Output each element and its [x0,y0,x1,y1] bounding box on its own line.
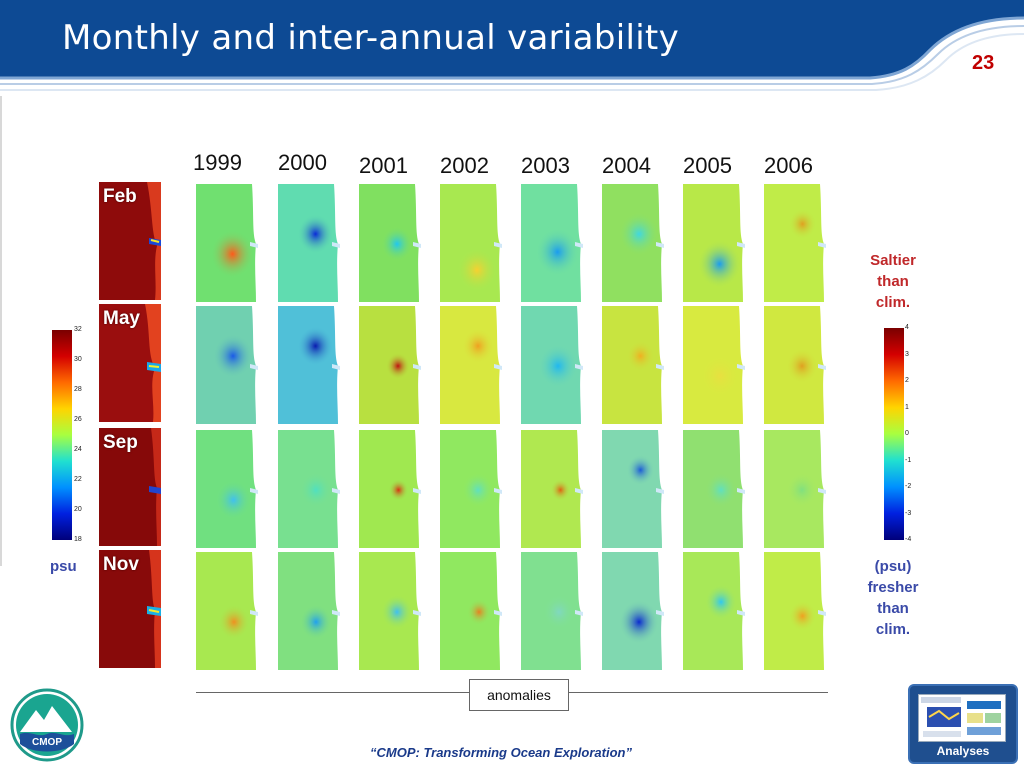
anomaly-map-may-2005 [683,306,745,424]
fresher-label-line4: clim. [875,621,911,638]
anomaly-colorbar-tick: -4 [905,536,912,543]
anomalies-bracket-left [196,692,469,693]
analyses-button[interactable]: Analyses [908,684,1018,764]
anomaly-map-feb-1999 [196,184,258,302]
anomaly-colorbar-tick: 0 [905,430,909,437]
anomaly-map-feb-2005 [683,184,745,302]
year-label-1999: 1999 [193,150,242,175]
anomaly-map-nov-2005 [683,552,745,670]
fresher-label-line3: than [877,600,909,617]
anomalies-bracket-right [567,692,828,693]
salinity-colorbar-tick: 32 [74,326,82,333]
analyses-thumbnail [918,694,1006,742]
anomaly-map-feb-2001 [359,184,421,302]
climatology-map-nov-image [99,550,161,668]
slide-header: Monthly and inter-annual variability 23 [0,0,1024,96]
year-label-2003: 2003 [521,153,570,178]
anomaly-map-feb-2004 [602,184,664,302]
climatology-map-sep-image [99,428,161,546]
saltier-label: Saltier than clim. [858,250,928,313]
anomaly-map-nov-2006 [764,552,826,670]
anomaly-map-feb-2000 [278,184,340,302]
anomaly-map-nov-1999 [196,552,258,670]
salinity-colorbar-tick: 22 [74,476,82,483]
anomaly-map-may-2003 [521,306,583,424]
month-label-may: May [103,308,140,329]
saltier-label-line2: than [877,273,909,290]
cmop-logo-text: CMOP [32,737,62,748]
anomaly-map-may-1999 [196,306,258,424]
anomaly-map-feb-2006 [764,184,826,302]
year-label-2000: 2000 [278,150,327,175]
climatology-map-feb-image [99,182,161,300]
climatology-map-may-image [99,304,161,422]
anomaly-map-feb-2003 [521,184,583,302]
anomaly-colorbar-tick: 4 [905,324,909,331]
anomaly-colorbar-tick: -3 [905,509,912,517]
anomaly-colorbar-tick: -2 [905,483,912,490]
header-banner [0,0,1024,91]
anomaly-colorbar-tick: 3 [905,350,909,358]
salinity-colorbar-tick: 26 [74,416,82,423]
fresher-label: (psu) fresher than clim. [858,556,928,640]
climatology-map-feb: Feb [99,182,161,300]
salinity-colorbar-tick: 24 [74,446,82,453]
anomaly-map-sep-2003 [521,430,583,548]
anomaly-map-sep-2006 [764,430,826,548]
saltier-label-line3: clim. [875,294,911,311]
year-label-2006: 2006 [764,153,813,178]
salinity-unit-label: psu [50,558,77,575]
anomaly-map-sep-2005 [683,430,745,548]
month-label-nov: Nov [103,554,139,575]
salinity-colorbar-tick: 30 [74,356,82,363]
saltier-label-line1: Saltier [870,252,916,269]
anomaly-colorbar-tick: 2 [905,377,909,384]
anomaly-map-sep-2002 [440,430,502,548]
anomalies-label: anomalies [469,679,569,711]
left-divider [0,96,2,566]
salinity-colorbar-tick: 28 [74,386,82,393]
salinity-colorbar-tick: 18 [74,536,82,543]
page-number: 23 [972,52,995,74]
month-label-feb: Feb [103,186,137,207]
anomaly-map-may-2001 [359,306,421,424]
anomaly-map-may-2004 [602,306,664,424]
year-label-2004: 2004 [602,153,651,178]
slide-title: Monthly and inter-annual variability [62,18,679,58]
anomaly-colorbar-tick: -1 [905,456,912,464]
analyses-button-label: Analyses [936,744,990,758]
fresher-label-line2: fresher [867,579,919,596]
climatology-map-may: May [99,304,161,422]
cmop-logo: CMOP [10,688,84,762]
month-label-sep: Sep [103,432,138,453]
climatology-map-nov: Nov [99,550,161,668]
anomaly-map-nov-2004 [602,552,664,670]
anomaly-map-may-2002 [440,306,502,424]
anomaly-map-sep-2004 [602,430,664,548]
anomaly-colorbar [884,328,904,540]
anomaly-map-may-2006 [764,306,826,424]
cmop-logo-icon: CMOP [10,688,84,762]
salinity-colorbar-tick: 20 [74,506,82,513]
salinity-colorbar [52,330,72,540]
year-label-2001: 2001 [359,153,408,178]
anomaly-map-may-2000 [278,306,340,424]
anomaly-colorbar-tick: 1 [905,403,909,411]
anomaly-map-nov-2000 [278,552,340,670]
year-label-2005: 2005 [683,153,732,178]
year-label-2002: 2002 [440,153,489,178]
anomaly-map-nov-2003 [521,552,583,670]
anomaly-map-nov-2002 [440,552,502,670]
analyses-thumbnail-image [921,697,1001,737]
anomaly-map-nov-2001 [359,552,421,670]
fresher-label-line1: (psu) [874,558,912,575]
tagline: “CMOP: Transforming Ocean Exploration” [370,745,632,760]
anomaly-map-sep-2000 [278,430,340,548]
anomaly-map-feb-2002 [440,184,502,302]
anomaly-map-sep-2001 [359,430,421,548]
climatology-map-sep: Sep [99,428,161,546]
anomaly-map-sep-1999 [196,430,258,548]
